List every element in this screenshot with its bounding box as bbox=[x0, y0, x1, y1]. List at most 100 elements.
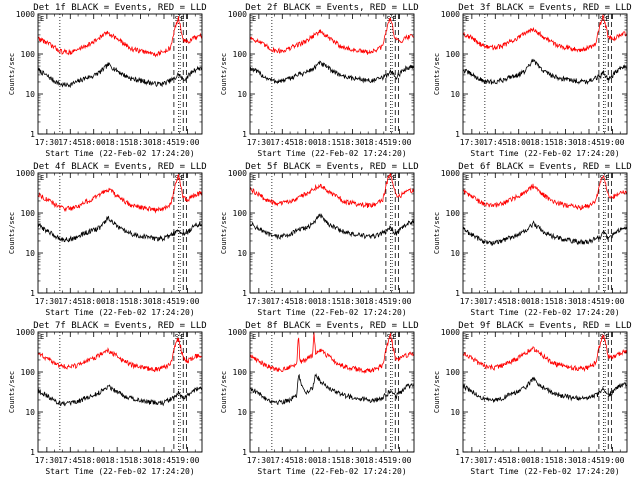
lld-series-line bbox=[250, 173, 414, 209]
x-tick-label: 18:45 bbox=[152, 297, 176, 306]
chart-panel-5: Det 5f BLACK = Events, RED = LLD Counts/s… bbox=[220, 162, 419, 317]
chart-panel-1: Det 1f BLACK = Events, RED = LLD Counts/s… bbox=[8, 3, 207, 158]
plot-frame bbox=[462, 331, 628, 453]
y-tick-label: 1 bbox=[242, 448, 247, 457]
x-tick-label: 18:30 bbox=[129, 297, 153, 306]
x-tick-label: 18:00 bbox=[82, 138, 106, 147]
top-marker-s-label: S bbox=[175, 15, 179, 23]
top-marker-s-label: S bbox=[600, 15, 604, 23]
x-tick-label: 17:45 bbox=[483, 456, 507, 465]
top-marker-e-label: E bbox=[605, 333, 609, 341]
top-left-marker-label: E bbox=[465, 15, 469, 23]
plot-frame bbox=[249, 331, 415, 453]
x-tick-label: 17:45 bbox=[270, 456, 294, 465]
plot-frame bbox=[37, 331, 203, 453]
x-tick-label: 17:30 bbox=[35, 138, 59, 147]
x-tick-label: 18:45 bbox=[577, 456, 601, 465]
y-tick-label: 100 bbox=[233, 209, 248, 218]
lld-series-line bbox=[250, 332, 414, 375]
y-tick-label: 1000 bbox=[228, 10, 247, 19]
y-tick-label: 1 bbox=[242, 289, 247, 298]
plot-frame bbox=[462, 172, 628, 294]
x-tick-label: 18:00 bbox=[507, 138, 531, 147]
x-tick-label: 19:00 bbox=[387, 138, 411, 147]
y-tick-label: 1 bbox=[455, 130, 460, 139]
top-marker-e-label: E bbox=[180, 15, 184, 23]
plot-frame bbox=[249, 172, 415, 294]
top-marker-e-label: E bbox=[605, 15, 609, 23]
y-tick-label: 1 bbox=[455, 289, 460, 298]
top-marker-e-label: E bbox=[392, 15, 396, 23]
y-axis-label: Counts/sec bbox=[220, 53, 228, 95]
chart-panel-3: Det 3f BLACK = Events, RED = LLD Counts/s… bbox=[433, 3, 632, 158]
x-axis-label: Start Time (22-Feb-02 17:24:20) bbox=[45, 149, 194, 158]
x-tick-label: 19:00 bbox=[175, 456, 199, 465]
x-tick-label: 18:15 bbox=[530, 456, 554, 465]
lld-series-line bbox=[463, 333, 627, 373]
events-series-line bbox=[38, 384, 202, 407]
chart-title: Det 6f BLACK = Events, RED = LLD bbox=[458, 162, 631, 172]
y-tick-label: 1 bbox=[30, 289, 35, 298]
events-series-line bbox=[250, 213, 414, 240]
x-axis-label: Start Time (22-Feb-02 17:24:20) bbox=[257, 467, 406, 476]
y-tick-label: 100 bbox=[21, 209, 36, 218]
y-tick-label: 100 bbox=[21, 368, 36, 377]
x-tick-label: 18:45 bbox=[364, 297, 388, 306]
y-tick-label: 1 bbox=[455, 448, 460, 457]
x-tick-label: 18:00 bbox=[507, 456, 531, 465]
y-axis-label: Counts/sec bbox=[220, 371, 228, 413]
y-tick-label: 10 bbox=[237, 90, 247, 99]
x-tick-label: 19:00 bbox=[175, 297, 199, 306]
x-tick-label: 17:45 bbox=[58, 456, 82, 465]
y-tick-label: 10 bbox=[25, 249, 35, 258]
x-tick-label: 18:15 bbox=[317, 297, 341, 306]
plot-frame bbox=[37, 13, 203, 135]
x-tick-label: 18:15 bbox=[105, 297, 129, 306]
chart-title: Det 7f BLACK = Events, RED = LLD bbox=[33, 321, 206, 331]
top-left-marker-label: E bbox=[252, 15, 256, 23]
x-tick-label: 18:15 bbox=[317, 456, 341, 465]
y-tick-label: 10 bbox=[450, 90, 460, 99]
top-marker-e-label: E bbox=[180, 333, 184, 341]
x-tick-label: 18:00 bbox=[507, 297, 531, 306]
x-tick-label: 18:30 bbox=[341, 297, 365, 306]
x-tick-label: 18:45 bbox=[577, 297, 601, 306]
x-tick-label: 17:45 bbox=[270, 297, 294, 306]
y-tick-label: 1000 bbox=[228, 169, 247, 178]
y-tick-label: 1000 bbox=[16, 169, 35, 178]
x-tick-label: 18:30 bbox=[129, 456, 153, 465]
chart-title: Det 5f BLACK = Events, RED = LLD bbox=[245, 162, 418, 172]
x-axis-label: Start Time (22-Feb-02 17:24:20) bbox=[470, 308, 619, 317]
x-tick-label: 18:45 bbox=[152, 456, 176, 465]
x-tick-label: 18:15 bbox=[530, 138, 554, 147]
x-axis-label: Start Time (22-Feb-02 17:24:20) bbox=[257, 308, 406, 317]
x-tick-label: 17:45 bbox=[483, 297, 507, 306]
chart-panel-9: Det 9f BLACK = Events, RED = LLD Counts/s… bbox=[433, 321, 632, 476]
x-tick-label: 18:30 bbox=[341, 138, 365, 147]
x-tick-label: 17:30 bbox=[460, 297, 484, 306]
x-tick-label: 18:30 bbox=[341, 456, 365, 465]
top-marker-e-label: E bbox=[180, 174, 184, 182]
x-tick-label: 19:00 bbox=[387, 297, 411, 306]
y-axis-label: Counts/sec bbox=[8, 53, 16, 95]
events-series-line bbox=[38, 215, 202, 243]
top-left-marker-label: E bbox=[465, 174, 469, 182]
chart-panel-4: Det 4f BLACK = Events, RED = LLD Counts/s… bbox=[8, 162, 207, 317]
top-left-marker-label: E bbox=[252, 333, 256, 341]
x-tick-label: 17:30 bbox=[247, 297, 271, 306]
x-tick-label: 18:15 bbox=[530, 297, 554, 306]
x-tick-label: 18:30 bbox=[554, 138, 578, 147]
top-marker-s-label: S bbox=[387, 15, 391, 23]
y-tick-label: 1 bbox=[30, 130, 35, 139]
y-tick-label: 1000 bbox=[228, 328, 247, 337]
x-tick-label: 18:00 bbox=[82, 456, 106, 465]
x-tick-label: 18:15 bbox=[317, 138, 341, 147]
top-marker-e-label: E bbox=[392, 174, 396, 182]
x-tick-label: 18:00 bbox=[294, 456, 318, 465]
lld-series-line bbox=[463, 174, 627, 211]
x-tick-label: 17:30 bbox=[247, 456, 271, 465]
chart-panel-8: Det 8f BLACK = Events, RED = LLD Counts/s… bbox=[220, 321, 419, 476]
x-tick-label: 17:30 bbox=[35, 456, 59, 465]
chart-title: Det 9f BLACK = Events, RED = LLD bbox=[458, 321, 631, 331]
